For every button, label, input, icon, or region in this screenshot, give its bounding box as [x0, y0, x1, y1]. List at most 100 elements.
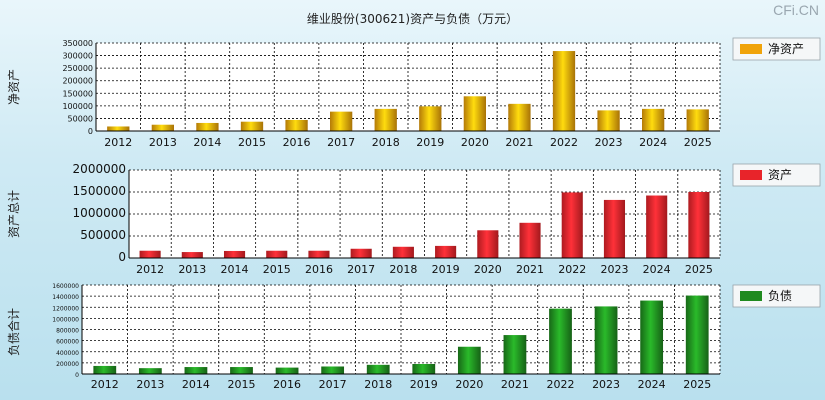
- bar-total-liabilities-2018: [366, 364, 390, 374]
- x-tick-label: 2014: [193, 136, 221, 149]
- bar-total-liabilities-2013: [138, 368, 162, 374]
- legend-net-assets: 净资产: [732, 37, 821, 61]
- chart-panel-total-liabilities: 0 200000 400000 600000 800000 1000000 1200000 1…: [6, 283, 821, 391]
- bar-total-liabilities-2024: [640, 300, 664, 374]
- chart-title: 维业股份(300621)资产与负债（万元）: [306, 12, 519, 26]
- bar-net-assets-2013: [151, 124, 174, 131]
- x-tick-label: 2016: [273, 378, 301, 391]
- y-tick-label: 100000: [62, 102, 93, 111]
- x-tick-label: 2018: [364, 378, 392, 391]
- y-tick-label: 1500000: [73, 184, 126, 198]
- bar-total-assets-2014: [223, 250, 246, 258]
- y-tick-label: 1000000: [52, 316, 79, 323]
- bar-total-assets-2012: [139, 250, 161, 258]
- x-tick-label: 2018: [372, 136, 400, 149]
- x-tick-label: 2015: [263, 263, 291, 276]
- y-tick-label: 0: [75, 372, 79, 379]
- x-tick-label: 2013: [178, 263, 206, 276]
- bar-net-assets-2019: [419, 106, 442, 131]
- x-tick-label: 2021: [505, 136, 533, 149]
- x-tick-label: 2017: [347, 263, 375, 276]
- y-tick-label: 400000: [56, 350, 79, 357]
- x-tick-label: 2017: [319, 378, 347, 391]
- x-tick-label: 2012: [136, 263, 164, 276]
- legend-box: [732, 163, 821, 187]
- bar-net-assets-2025: [686, 109, 709, 131]
- bar-net-assets-2021: [508, 103, 531, 131]
- bar-net-assets-2024: [642, 108, 665, 131]
- x-tick-label: 2019: [416, 136, 444, 149]
- bar-net-assets-2018: [374, 108, 397, 131]
- x-tick-label: 2023: [600, 263, 628, 276]
- y-tick-label: 1600000: [52, 283, 79, 290]
- y-tick-label: 200000: [56, 361, 79, 368]
- bar-net-assets-2023: [597, 110, 620, 131]
- x-tick-label: 2025: [684, 136, 712, 149]
- bar-total-assets-2015: [266, 250, 288, 258]
- x-tick-label: 2020: [461, 136, 489, 149]
- bar-net-assets-2015: [240, 121, 264, 131]
- x-tick-label: 2022: [547, 378, 575, 391]
- chart-panel-net-assets: 0 50000 100000 150000 200000 250000 300000 3500…: [7, 37, 821, 149]
- bar-total-liabilities-2019: [412, 363, 436, 374]
- bar-total-liabilities-2012: [93, 365, 117, 374]
- bar-total-assets-2018: [392, 246, 414, 258]
- x-tick-label: 2014: [182, 378, 210, 391]
- y-axis-label: 净资产: [7, 69, 21, 105]
- x-tick-label: 2025: [683, 378, 711, 391]
- bar-total-liabilities-2021: [503, 335, 527, 374]
- legend-swatch: [740, 170, 762, 180]
- x-tick-label: 2016: [283, 136, 311, 149]
- y-tick-label: 150000: [62, 89, 93, 98]
- bar-total-assets-2021: [519, 222, 541, 258]
- y-tick-label: 1000000: [73, 206, 126, 220]
- x-tick-label: 2020: [474, 263, 502, 276]
- x-tick-label: 2022: [550, 136, 578, 149]
- y-tick-label: 2000000: [73, 162, 126, 176]
- watermark: CFi.CN: [773, 2, 819, 18]
- bar-total-assets-2022: [561, 192, 583, 258]
- legend-box: [732, 284, 821, 308]
- y-tick-label: 300000: [62, 52, 93, 61]
- bar-total-assets-2025: [688, 192, 710, 258]
- x-tick-label: 2016: [305, 263, 333, 276]
- x-tick-label: 2024: [639, 136, 667, 149]
- legend-label: 净资产: [768, 42, 804, 56]
- legend-label: 资产: [768, 168, 792, 182]
- bar-total-liabilities-2016: [275, 367, 299, 374]
- legend-box: [732, 37, 821, 61]
- bar-net-assets-2012: [107, 126, 130, 131]
- bar-total-liabilities-2014: [184, 367, 208, 374]
- x-tick-label: 2021: [501, 378, 529, 391]
- bar-net-assets-2016: [285, 119, 308, 131]
- y-tick-label: 0: [118, 250, 126, 264]
- legend-swatch: [740, 44, 762, 54]
- x-tick-label: 2018: [389, 263, 417, 276]
- legend-total-liabilities: 负债: [732, 284, 821, 308]
- x-tick-label: 2025: [685, 263, 713, 276]
- y-tick-label: 0: [88, 127, 93, 136]
- y-tick-label: 350000: [62, 39, 93, 48]
- y-tick-label: 250000: [62, 64, 93, 73]
- x-tick-label: 2021: [516, 263, 544, 276]
- y-tick-label: 200000: [62, 77, 93, 86]
- x-tick-label: 2013: [136, 378, 164, 391]
- bar-total-assets-2020: [477, 230, 499, 258]
- bar-total-liabilities-2025: [685, 295, 709, 374]
- x-tick-label: 2019: [432, 263, 460, 276]
- bar-total-liabilities-2022: [549, 308, 572, 374]
- x-tick-label: 2024: [643, 263, 671, 276]
- y-tick-label: 800000: [56, 328, 79, 335]
- bar-total-liabilities-2020: [457, 346, 481, 374]
- x-tick-label: 2023: [592, 378, 620, 391]
- x-tick-label: 2017: [327, 136, 355, 149]
- legend-total-assets: 资产: [732, 163, 821, 187]
- bar-total-assets-2016: [308, 250, 330, 258]
- bar-net-assets-2017: [330, 111, 353, 131]
- x-tick-label: 2019: [410, 378, 438, 391]
- x-tick-label: 2012: [104, 136, 132, 149]
- y-tick-label: 500000: [80, 228, 126, 242]
- x-tick-label: 2023: [595, 136, 623, 149]
- legend-label: 负债: [768, 289, 792, 303]
